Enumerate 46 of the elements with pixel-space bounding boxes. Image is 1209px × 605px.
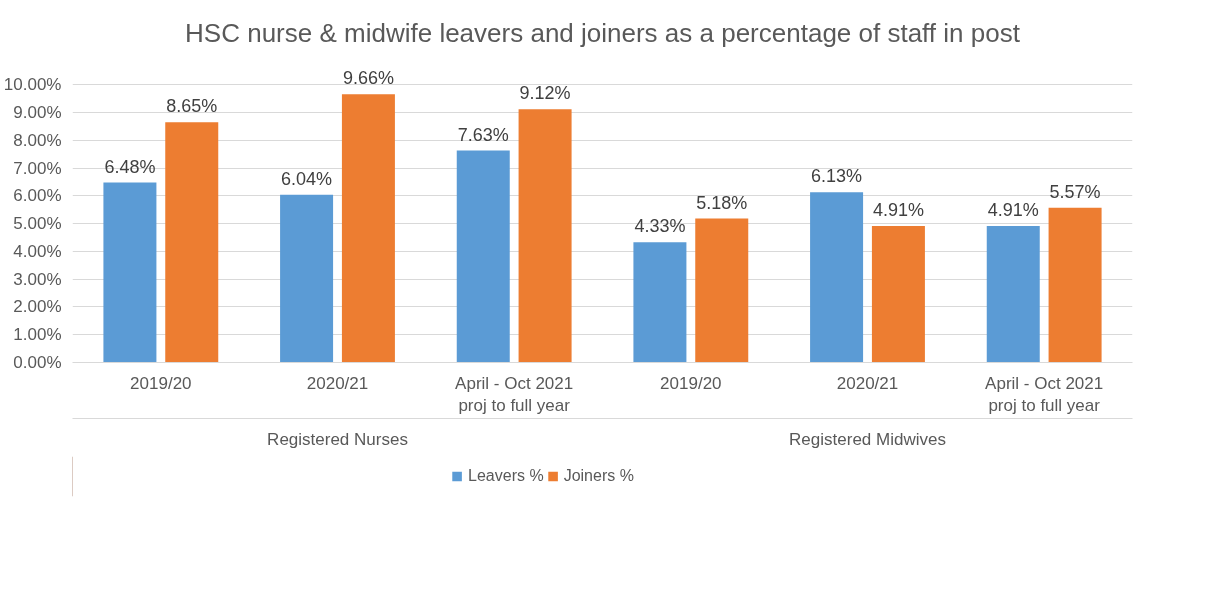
y-tick-label: 1.00% (13, 325, 62, 345)
x-tick-label: April - Oct 2021 proj to full year (985, 373, 1104, 416)
x-tick-label: 2020/21 (306, 373, 369, 393)
data-label: 6.04% (281, 168, 333, 189)
y-tick-label: 6.00% (13, 186, 62, 206)
bar (810, 192, 864, 363)
chart-title: HSC nurse & midwife leavers and joiners as a percentage of staff in post (185, 17, 1021, 48)
data-label: 4.33% (634, 216, 686, 237)
bar (518, 109, 572, 363)
legend-label: Joiners % (563, 467, 634, 485)
data-label: 8.65% (166, 96, 218, 117)
bar (456, 150, 510, 363)
bar (341, 94, 395, 363)
y-tick-label: 0.00% (13, 353, 62, 372)
data-label: 9.12% (519, 83, 571, 104)
bar (695, 218, 749, 363)
data-label: 4.91% (872, 200, 924, 221)
x-tick-label: April - Oct 2021 proj to full year (455, 373, 574, 416)
x-tick-label: 2019/20 (130, 373, 192, 393)
data-label: 6.13% (811, 166, 863, 187)
y-tick-label: 4.00% (13, 241, 62, 261)
y-tick-label: 5.00% (13, 214, 62, 234)
y-tick-label: 3.00% (13, 269, 62, 289)
data-label: 4.91% (987, 200, 1039, 221)
y-tick-label: 10.00% (3, 75, 62, 95)
bar (165, 122, 219, 363)
x-tick-label: 2019/20 (660, 373, 722, 393)
data-label: 7.63% (457, 124, 509, 145)
bar (871, 226, 925, 363)
data-label: 5.18% (696, 192, 748, 213)
legend-label: Leavers % (468, 467, 544, 485)
bar (103, 182, 157, 363)
bar (1048, 207, 1102, 363)
y-tick-label: 8.00% (13, 130, 62, 150)
text: Registered Midwives (789, 429, 946, 449)
text: Registered Nurses (267, 429, 408, 449)
data-label: 9.66% (342, 68, 394, 89)
x-tick-label: 2020/21 (836, 373, 899, 393)
data-label: 5.57% (1049, 181, 1101, 202)
y-tick-label: 2.00% (13, 297, 62, 317)
y-tick-label: 9.00% (13, 103, 62, 122)
data-label: 6.48% (104, 156, 156, 177)
bar (280, 194, 334, 363)
y-tick-label: 7.00% (13, 158, 62, 178)
bar (986, 226, 1040, 363)
bar (633, 242, 687, 363)
